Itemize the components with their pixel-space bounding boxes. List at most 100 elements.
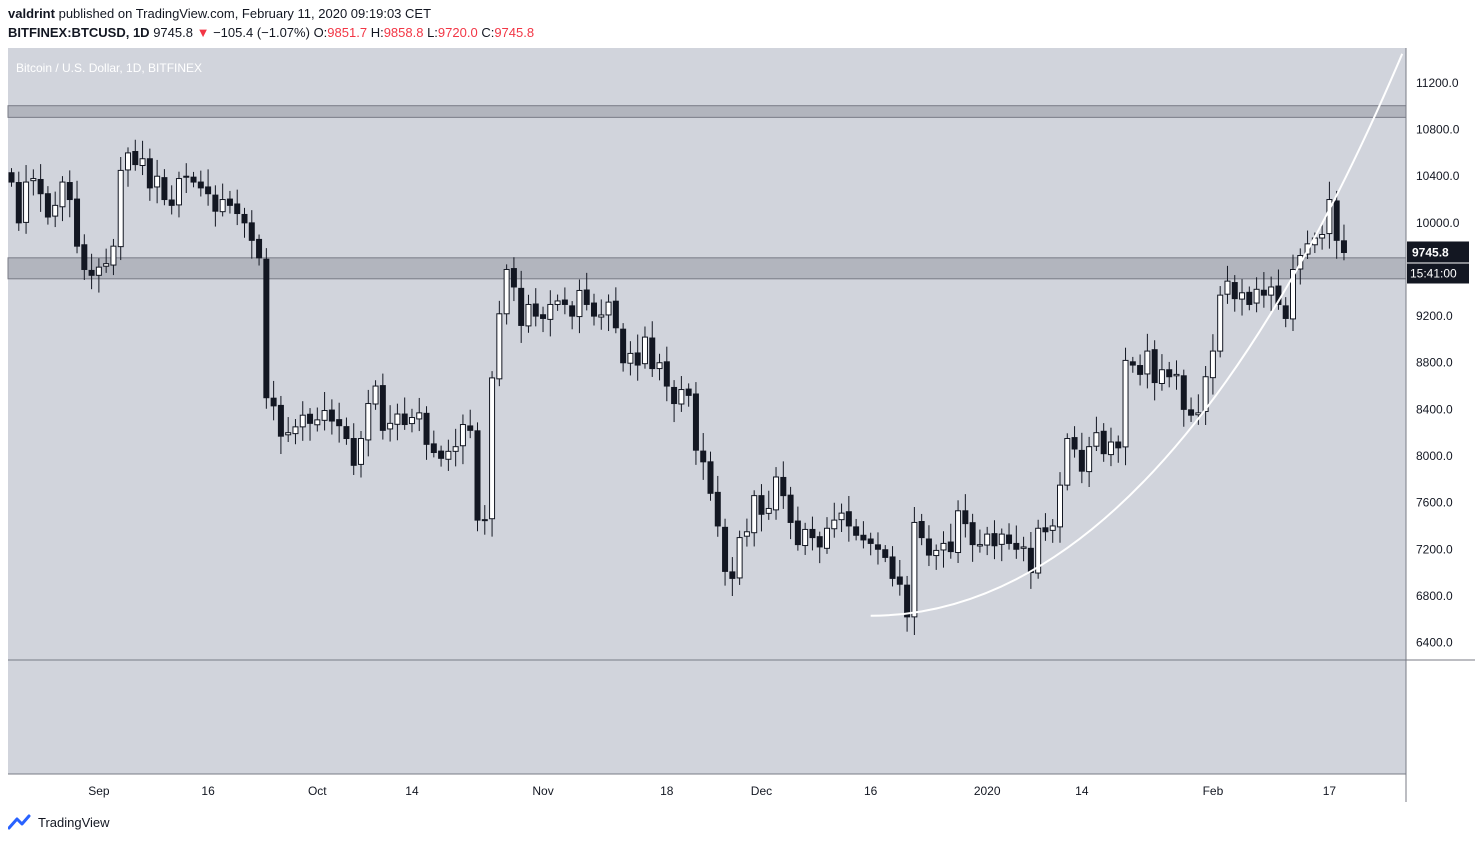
candle-down: [350, 438, 357, 466]
y-tick-label: 6800.0: [1416, 589, 1453, 603]
candle-down: [518, 287, 525, 326]
candle-up: [1035, 527, 1042, 574]
candle-up: [765, 507, 772, 514]
candle-down: [860, 534, 867, 541]
y-tick-label: 7200.0: [1416, 542, 1453, 556]
candle-up: [452, 446, 459, 452]
candle-down: [714, 491, 721, 527]
candle-down: [205, 186, 212, 195]
candle-down: [379, 385, 386, 431]
candle-up: [175, 178, 182, 206]
candle-down: [809, 528, 816, 539]
y-tick-label: 11200.0: [1416, 76, 1459, 90]
candle-up: [292, 426, 299, 435]
candle-up: [998, 533, 1005, 545]
candle-down: [634, 352, 641, 366]
candle-down: [889, 556, 896, 579]
candle-down: [1166, 369, 1173, 378]
candle-up: [824, 527, 830, 549]
candle-down: [1137, 365, 1144, 375]
candle-down: [663, 361, 670, 387]
candle-up: [1107, 441, 1114, 456]
candle-down: [88, 269, 95, 276]
publish-info: valdrint published on TradingView.com, F…: [8, 6, 431, 21]
candle-down: [1151, 349, 1158, 384]
candle-down: [226, 198, 233, 206]
candle-down: [729, 571, 736, 579]
candle-down: [722, 526, 729, 572]
candle-up: [30, 178, 37, 182]
candle-down: [81, 244, 88, 270]
candle-up: [743, 531, 750, 537]
candle-up: [933, 549, 940, 557]
current-price-label: 9745.8: [1412, 245, 1449, 259]
candle-down: [947, 541, 954, 553]
candle-down: [787, 494, 794, 523]
candle-up: [838, 512, 845, 521]
x-tick-label: 14: [1075, 784, 1089, 798]
candle-down: [256, 238, 263, 259]
candle-up: [984, 533, 991, 546]
candle-up: [773, 476, 780, 511]
y-tick-label: 8000.0: [1416, 449, 1453, 463]
candle-up: [1049, 525, 1056, 531]
candle-up: [314, 419, 321, 426]
candle-up: [154, 175, 161, 188]
candle-up: [955, 510, 962, 554]
candle-up: [445, 450, 452, 460]
candle-down: [146, 158, 153, 189]
candle-down: [561, 299, 568, 305]
candle-up: [372, 385, 379, 405]
candle-down: [867, 538, 874, 544]
candle-up: [547, 303, 554, 320]
x-tick-label: 17: [1323, 784, 1337, 798]
candle-up: [219, 199, 226, 213]
high-value: 9858.8: [383, 25, 424, 40]
candle-down: [328, 409, 335, 422]
candle-up: [394, 413, 401, 425]
candle-down: [37, 178, 44, 195]
x-tick-label: 2020: [974, 784, 1001, 798]
parabolic-support-curve: [870, 53, 1404, 617]
candle-down: [1180, 375, 1187, 410]
candle-up: [387, 422, 394, 430]
candle-down: [1246, 291, 1253, 305]
candle-down: [270, 397, 277, 407]
candle-down: [1115, 441, 1122, 449]
candle-down: [620, 328, 627, 364]
candle-up: [117, 169, 124, 248]
candle-down: [401, 413, 408, 426]
candle-up: [23, 181, 30, 223]
candle-down: [430, 443, 437, 454]
candle-up: [1064, 438, 1071, 486]
candle-up: [627, 352, 634, 364]
candle-down: [925, 538, 932, 556]
tradingview-logo[interactable]: TradingView: [8, 814, 110, 830]
y-tick-label: 6400.0: [1416, 636, 1453, 650]
candle-down: [612, 300, 619, 329]
candle-up: [1057, 484, 1063, 528]
candle-down: [794, 520, 801, 546]
candle-down: [649, 337, 656, 370]
candle-up: [183, 175, 190, 178]
candle-up: [1239, 292, 1246, 300]
candle-up: [125, 152, 131, 171]
x-tick-label: Sep: [88, 784, 110, 798]
x-tick-label: 18: [660, 784, 674, 798]
candle-up: [736, 537, 743, 579]
candle-down: [853, 526, 860, 536]
candle-down: [569, 305, 576, 317]
current-price-tag: [1407, 241, 1469, 263]
candle-up: [911, 521, 918, 618]
x-tick-label: 16: [864, 784, 878, 798]
candle-up: [1217, 294, 1224, 352]
candle-down: [591, 302, 597, 317]
candle-up: [496, 313, 503, 380]
candle-down: [1027, 547, 1034, 574]
candle-up: [1195, 412, 1202, 416]
candle-down: [969, 522, 976, 546]
candle-down: [532, 303, 539, 317]
price-change: −105.4 (−1.07%): [213, 25, 310, 40]
tradingview-brand: TradingView: [38, 814, 110, 830]
